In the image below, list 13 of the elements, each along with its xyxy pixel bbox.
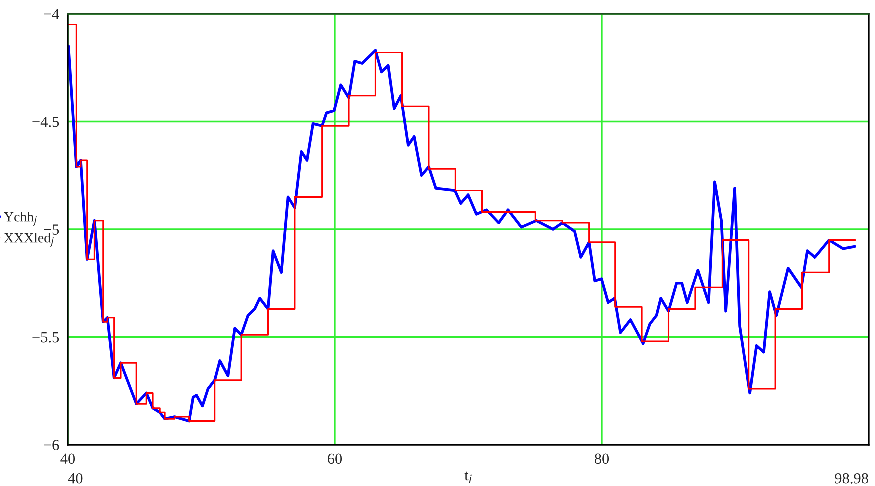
text: 98.98 (835, 473, 868, 484)
x-tick-label: 60 (328, 454, 342, 464)
y-tick-label: −4.5 (32, 116, 60, 128)
text: 40 (68, 473, 83, 484)
legend-label: Ychh$_{j}$ (4, 212, 37, 226)
y-tick-label: −5 (44, 224, 60, 235)
x-axis-title: t$_{i}$ (464, 472, 472, 483)
y-tick-label: −5.5 (32, 332, 60, 343)
x-tick-label: 80 (594, 454, 610, 464)
x-tick-label: 40 (60, 454, 76, 464)
legend-label: XXXled$_{j}$ (4, 232, 54, 247)
y-tick-label: −4 (44, 9, 60, 20)
y-tick-label: −6 (44, 440, 60, 450)
